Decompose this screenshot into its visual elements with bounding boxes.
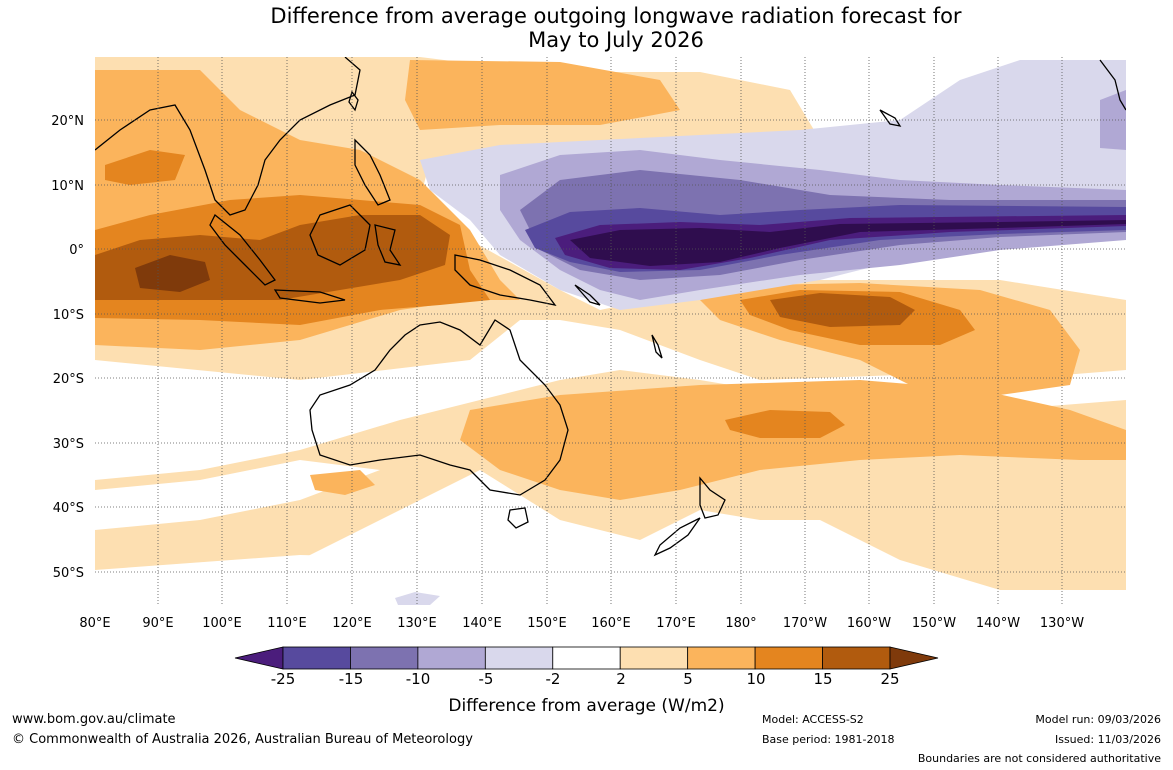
anomaly-region-orange-15-central — [770, 293, 915, 327]
colorbar-tick: -15 — [338, 670, 364, 688]
anomaly-region-orange-5-australia — [460, 380, 1126, 500]
x-tick-label: 90°E — [142, 616, 173, 631]
x-axis-labels: 80°E 90°E 100°E 110°E 120°E 130°E 140°E … — [79, 616, 1084, 631]
colorbar-segment — [350, 646, 419, 670]
coastline-new-zealand-south — [653, 517, 701, 557]
coastline-sumatra — [209, 213, 276, 286]
x-tick-label: 140°E — [462, 616, 502, 631]
colorbar-tick: 10 — [746, 670, 766, 688]
x-tick-label: 130°E — [397, 616, 437, 631]
coastline-new-zealand-north — [699, 476, 726, 519]
colorbar-segment — [484, 646, 554, 670]
colorbar-segment — [282, 646, 351, 670]
colorbar-tick: 15 — [813, 670, 833, 688]
coastline-new-guinea — [454, 254, 557, 306]
coastline-tasmania — [507, 507, 529, 529]
anomaly-region-white-far-south — [95, 540, 1126, 605]
colorbar-tick: 25 — [880, 670, 900, 688]
anomaly-region-lavender-south — [395, 592, 440, 605]
x-tick-label: 80°E — [79, 616, 110, 631]
coastlines — [95, 57, 1126, 557]
x-tick-label: 150°E — [527, 616, 567, 631]
x-tick-label: 160°E — [591, 616, 631, 631]
coastline-vanuatu — [651, 334, 663, 359]
coastline-hawaii — [879, 109, 902, 127]
coastline-sulawesi — [374, 224, 402, 266]
coastline-philippines — [354, 138, 391, 206]
colorbar-segment — [822, 646, 891, 670]
anomaly-region-dark-brown — [135, 255, 210, 292]
anomaly-region-orange-10-south — [725, 410, 845, 438]
colorbar-segment — [552, 646, 621, 670]
coastline-solomon-islands — [574, 284, 601, 306]
x-tick-label: 110°E — [267, 616, 307, 631]
coastline-java — [273, 289, 346, 304]
x-tick-label: 100°E — [202, 616, 242, 631]
colorbar-segment — [619, 646, 689, 670]
colorbar-tick: -2 — [545, 670, 561, 688]
coastline-australia — [309, 319, 569, 496]
issued-date: Issued: 11/03/2026 — [1054, 733, 1161, 746]
coastline-borneo — [309, 204, 371, 266]
x-tick-label: 160°W — [847, 616, 891, 631]
title-line-2: May to July 2026 — [528, 28, 704, 52]
base-period: Base period: 1981-2018 — [762, 733, 895, 746]
y-tick-label: 10°S — [53, 308, 84, 323]
colorbar-segment — [417, 646, 486, 670]
colorbar-title: Difference from average (W/m2) — [448, 696, 725, 716]
anomaly-region-orange-10-bay — [105, 150, 185, 185]
colorbar-tick: -5 — [478, 670, 494, 688]
y-tick-label: 30°S — [53, 437, 84, 452]
y-tick-label: 10°N — [51, 179, 84, 194]
y-tick-label: 20°S — [53, 372, 84, 387]
y-tick-label: 40°S — [53, 501, 84, 516]
colorbar — [234, 646, 939, 670]
colorbar-arrow-min — [234, 646, 284, 670]
anomaly-region-white-southwest — [95, 460, 380, 530]
colorbar-tick: -25 — [270, 670, 296, 688]
x-tick-label: 180° — [725, 616, 756, 631]
x-tick-label: 140°W — [976, 616, 1020, 631]
y-tick-label: 50°S — [53, 566, 84, 581]
x-tick-label: 170°W — [783, 616, 827, 631]
gridlines — [95, 57, 1126, 605]
colorbar-arrow-max — [889, 646, 939, 670]
coastline-north-america — [1099, 59, 1126, 111]
x-tick-label: 170°E — [656, 616, 696, 631]
coastline-mainland-asia — [95, 57, 361, 216]
map-title: Difference from average outgoing longwav… — [0, 4, 1173, 52]
colorbar-tick: -10 — [405, 670, 431, 688]
anomaly-region-white-south — [95, 320, 1126, 480]
colorbar-segment — [687, 646, 756, 670]
colorbar-tick: 5 — [683, 670, 693, 688]
y-tick-label: 20°N — [51, 114, 84, 129]
boundaries-disclaimer: Boundaries are not considered authoritat… — [917, 752, 1161, 765]
anomaly-region-orange-5-small — [310, 470, 375, 495]
colorbar-tick: 2 — [616, 670, 626, 688]
x-tick-label: 130°W — [1040, 616, 1084, 631]
anomaly-region-orange-5-north — [405, 60, 680, 130]
copyright-text: © Commonwealth of Australia 2026, Austra… — [12, 732, 473, 747]
x-tick-label: 150°W — [912, 616, 956, 631]
colorbar-segment — [754, 646, 823, 670]
coastline-taiwan — [348, 90, 359, 112]
y-axis-labels: 20°N 10°N 0° 10°S 20°S 30°S 40°S 50°S — [51, 114, 84, 581]
model-name: Model: ACCESS-S2 — [762, 713, 864, 726]
x-tick-label: 120°E — [332, 616, 372, 631]
anomaly-field — [95, 57, 1126, 605]
title-line-1: Difference from average outgoing longwav… — [270, 4, 962, 28]
anomaly-region-darkest-purple — [570, 220, 1126, 266]
website-link[interactable]: www.bom.gov.au/climate — [12, 712, 176, 727]
y-tick-label: 0° — [69, 243, 84, 258]
model-run-date: Model run: 09/03/2026 — [1035, 713, 1161, 726]
